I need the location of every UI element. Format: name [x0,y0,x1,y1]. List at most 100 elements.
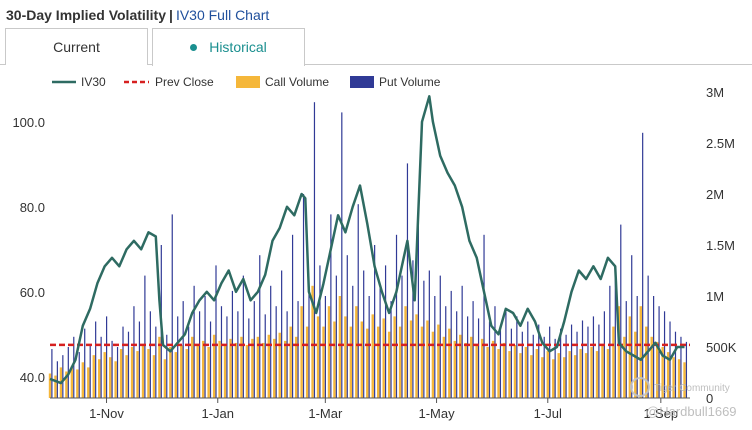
call-volume-bar [251,338,254,398]
call-volume-bar [371,314,374,398]
put-volume-bar [144,275,146,398]
call-volume-bar [634,331,637,398]
call-volume-bar [683,362,686,398]
put-volume-bar [494,306,496,398]
put-volume-bar [614,265,616,398]
put-volume-bar [308,285,310,398]
put-volume-bar [576,331,578,398]
put-volume-bar [379,285,381,398]
put-volume-bar [95,321,97,398]
put-volume-bar [297,301,299,398]
put-volume-bar [674,331,677,398]
call-volume-bar [48,373,52,398]
put-volume-bar [510,328,512,398]
call-volume-bar [316,316,320,398]
call-volume-bar [601,344,604,398]
call-volume-bar [103,352,106,398]
put-volume-bar [658,306,660,398]
put-volume-bar [439,275,441,398]
volume-bars [48,102,688,399]
put-volume-bar [78,352,80,398]
put-volume-bar [248,318,250,398]
call-volume-bar [623,336,626,398]
put-volume-bar [467,316,469,398]
put-volume-bar [363,270,365,398]
put-volume-bar [193,285,195,398]
call-volume-bar [475,344,478,398]
tab-current[interactable]: Current [5,28,148,65]
y-right-tick-label: 2M [706,187,724,202]
call-volume-bar [311,285,314,398]
put-volume-bar [390,301,392,398]
call-volume-bar [349,326,353,398]
call-volume-bar [415,314,418,398]
call-volume-bar [125,355,128,398]
iv30-full-chart-link[interactable]: IV30 Full Chart [175,7,270,23]
y-right-tick-label: 1.5M [706,238,735,253]
call-volume-bar [645,326,648,398]
put-volume-bar [111,340,113,398]
call-volume-bar [360,321,363,398]
call-volume-bar [147,349,150,398]
call-volume-bar [431,331,435,398]
call-volume-bar [114,361,117,398]
call-volume-bar [65,371,68,398]
call-volume-bar [87,367,90,398]
put-volume-bar [406,163,409,398]
put-volume-bar [631,255,633,398]
call-volume-bar [590,347,593,398]
put-volume-bar [374,245,376,398]
call-volume-bar [398,326,402,398]
call-volume-bar [497,349,500,398]
put-volume-bar [549,326,551,398]
put-volume-bar [341,112,343,399]
put-volume-bar [560,328,562,398]
put-volume-bar [532,334,534,398]
put-volume-bar [281,270,283,398]
call-volume-bar [387,331,391,398]
call-volume-bar [180,344,183,398]
put-volume-bar [434,296,436,398]
put-volume-bar [565,334,567,398]
put-volume-bar [636,296,638,398]
call-volume-bar [377,326,380,398]
put-volume-bar [270,285,272,398]
put-volume-bar [554,338,556,398]
x-tick-label: 1-Sep [643,406,678,421]
y-left-tick-label: 60.0 [20,285,45,300]
call-volume-bar [535,349,539,398]
put-volume-bar [352,285,354,398]
put-volume-bar [73,336,75,398]
call-volume-bar [108,357,112,398]
call-volume-bar [519,353,522,398]
call-volume-bar [234,342,238,398]
watermark-line2: @Hardbull1669 [646,404,737,419]
call-volume-bar [327,306,331,398]
put-volume-bar [127,331,130,398]
put-volume-bar [319,265,321,398]
tab-historical[interactable]: Historical [152,28,305,66]
call-volume-bar [661,347,664,398]
put-volume-bar [581,320,584,398]
put-volume-bar [313,102,316,398]
call-volume-bar [267,334,271,398]
call-volume-bar [218,340,221,398]
put-volume-bar [483,234,485,398]
legend-call-volume-label: Call Volume [265,75,329,89]
call-volume-bar [524,347,528,398]
put-volume-bar [149,311,151,398]
put-volume-bar [357,204,359,398]
legend-put-volume-label: Put Volume [379,75,441,89]
call-volume-bar [579,349,582,398]
chart-legend: IV30 Prev Close Call Volume Put Volume [52,75,441,89]
call-volume-bar [223,344,227,398]
call-volume-bar [541,357,544,398]
call-volume-bar [666,352,670,398]
call-volume-bar [92,355,95,398]
put-volume-bar [291,234,294,398]
call-volume-bar [420,326,424,398]
put-volume-bar [226,316,228,398]
y-right-tick-label: 2.5M [706,136,735,151]
put-volume-bar [423,280,425,398]
put-volume-bar [395,234,398,398]
